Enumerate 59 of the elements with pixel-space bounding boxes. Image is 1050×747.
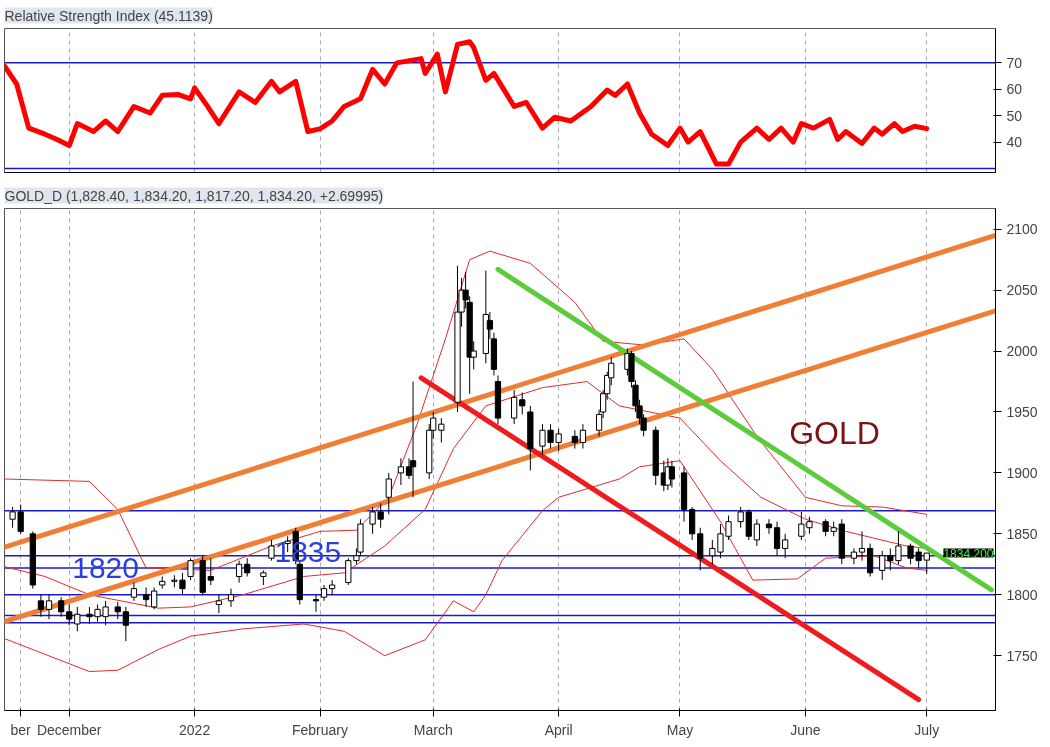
line-series — [4, 460, 928, 673]
candlestick — [345, 557, 352, 586]
x-tick-label: February — [291, 721, 349, 738]
candlestick — [151, 586, 158, 610]
candlestick — [244, 557, 251, 577]
candlestick — [858, 530, 866, 562]
candlestick — [130, 582, 138, 602]
candlestick — [215, 594, 223, 614]
chart-title: GOLD_D (1,828.40, 1,834.20, 1,817.20, 1,834.20, +2.69995) — [4, 187, 384, 204]
candlestick — [385, 472, 392, 515]
candlestick — [397, 457, 405, 486]
x-tick-label: December — [36, 721, 102, 738]
candlestick — [58, 596, 65, 618]
y-tick-label: 1750 — [1006, 647, 1038, 664]
candlestick — [187, 557, 194, 581]
candlestick — [122, 606, 129, 642]
candlestick — [235, 560, 243, 584]
x-tick-label: March — [413, 721, 453, 738]
candlestick — [765, 518, 773, 535]
candlestick — [329, 579, 336, 596]
y-tick-label: 40 — [1006, 134, 1023, 151]
candlestick — [268, 539, 275, 562]
y-tick-label: 1900 — [1006, 464, 1038, 481]
candlestick — [45, 594, 53, 620]
candlestick — [753, 518, 760, 547]
x-tick-label: ber — [10, 721, 32, 738]
annotation: GOLD — [789, 414, 880, 451]
candlestick — [579, 423, 587, 450]
x-tick-label: 2022 — [179, 721, 211, 738]
x-tick-label: July — [914, 721, 940, 738]
chart-title: Relative Strength Index (45.1139) — [4, 7, 213, 24]
y-tick-label: 50 — [1006, 107, 1023, 124]
candlestick — [668, 460, 676, 489]
y-tick-label: 2100 — [1006, 221, 1038, 238]
x-tick-label: May — [666, 721, 694, 738]
y-tick-label: 2050 — [1006, 282, 1038, 299]
x-tick-label: June — [790, 721, 821, 738]
y-tick-label: 1800 — [1006, 586, 1038, 603]
annotation: 1834.200 — [943, 546, 994, 561]
candlestick — [511, 389, 518, 425]
candlestick — [850, 547, 858, 565]
y-tick-label: 60 — [1006, 81, 1023, 98]
y-tick-label: 2000 — [1006, 343, 1038, 360]
y-tick-label: 1850 — [1006, 525, 1038, 542]
candlestick — [312, 594, 320, 613]
candlestick — [74, 606, 81, 632]
x-tick-label: April — [544, 721, 573, 738]
candlestick — [66, 604, 73, 626]
y-tick-label: 1950 — [1006, 403, 1038, 420]
candlestick — [519, 391, 526, 415]
candlestick — [207, 557, 214, 586]
candlestick — [773, 521, 781, 557]
candlestick — [571, 429, 578, 450]
candlestick — [142, 586, 150, 608]
candlestick — [227, 588, 235, 608]
candlestick — [782, 533, 789, 559]
y-tick-label: 70 — [1006, 54, 1023, 71]
candlestick — [37, 594, 45, 618]
candlestick — [409, 381, 417, 498]
